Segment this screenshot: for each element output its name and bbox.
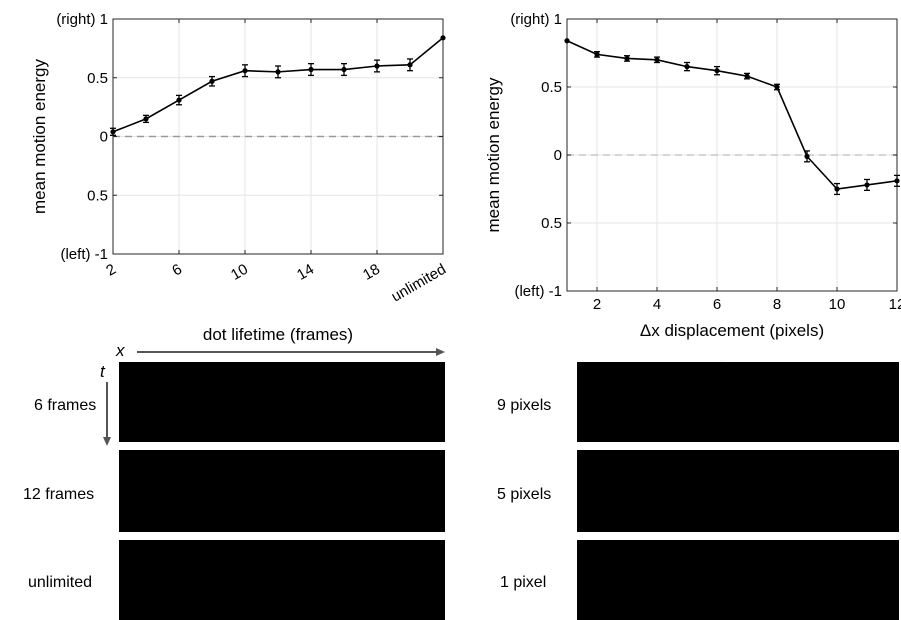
- stimulus-label-unlimited: unlimited: [28, 574, 93, 591]
- x-tick-label: 2: [593, 296, 601, 313]
- data-point: [308, 66, 314, 73]
- data-point: [275, 69, 281, 75]
- data-point: [894, 178, 900, 184]
- data-point: [407, 62, 413, 68]
- x-tick-label: 4: [653, 296, 661, 313]
- x-tick-label: 18: [360, 261, 383, 284]
- y-tick-label: (left) -1: [514, 283, 562, 300]
- x-tick-label: 10: [228, 261, 251, 284]
- chart-1: [110, 18, 446, 255]
- stimulus-panel-6-frames: [119, 362, 445, 442]
- data-point: [242, 68, 248, 74]
- x-tick-label: 12: [889, 296, 901, 313]
- x-tick-label: 10: [829, 296, 846, 313]
- x-axis-label: Δx displacement (pixels): [640, 321, 824, 340]
- y-tick-label: (left) -1: [60, 246, 108, 263]
- data-point: [654, 57, 660, 63]
- x-tick-label: unlimited: [389, 261, 449, 306]
- chart-2: [564, 18, 900, 292]
- y-tick-label: 0.5: [541, 79, 562, 96]
- x-tick-label: 6: [713, 296, 721, 313]
- data-point: [714, 68, 720, 74]
- data-point: [176, 97, 182, 103]
- data-point: [744, 73, 750, 79]
- stimulus-panel-unlimited: [119, 540, 445, 620]
- stimulus-panel-5-pixels: [577, 450, 899, 532]
- stimulus-label-9-pixels: 9 pixels: [497, 397, 552, 414]
- stimulus-label-12-frames: 12 frames: [23, 486, 95, 503]
- data-point: [864, 182, 870, 188]
- data-point: [374, 63, 380, 69]
- data-point: [624, 55, 630, 62]
- data-point: [440, 35, 446, 41]
- stimulus-panel-1-pixel: [577, 540, 899, 620]
- series-line: [566, 40, 898, 190]
- x-axis-label: dot lifetime (frames): [203, 325, 353, 344]
- x-tick-label: 14: [294, 261, 317, 284]
- t-axis-arrowhead: [103, 437, 111, 446]
- y-tick-label: 0: [100, 129, 108, 146]
- data-point: [110, 129, 116, 135]
- stimulus-label-6-frames: 6 frames: [34, 397, 97, 414]
- y-tick-label: 0.5: [87, 187, 108, 204]
- data-point: [209, 78, 215, 84]
- y-tick-label: 0: [554, 147, 562, 164]
- t-axis-letter: t: [100, 362, 105, 381]
- y-tick-label: (right) 1: [510, 11, 562, 28]
- x-axis-letter: x: [116, 341, 125, 360]
- stimulus-panel-12-frames: [119, 450, 445, 532]
- x-tick-label: 6: [169, 261, 185, 280]
- y-tick-label: 0.5: [541, 215, 562, 232]
- stimulus-panel-9-pixels: [577, 362, 899, 442]
- data-point: [774, 84, 780, 90]
- y-tick-label: 0.5: [87, 70, 108, 87]
- y-tick-label: (right) 1: [56, 11, 108, 28]
- data-point: [684, 64, 690, 70]
- y-axis-label: mean motion energy: [30, 59, 49, 214]
- stimulus-label-5-pixels: 5 pixels: [497, 486, 552, 503]
- stimulus-label-1-pixel: 1 pixel: [500, 574, 547, 591]
- data-point: [564, 38, 570, 44]
- x-tick-label: 8: [773, 296, 781, 313]
- data-point: [594, 51, 600, 57]
- x-tick-label: 2: [103, 261, 119, 280]
- y-axis-label: mean motion energy: [484, 77, 503, 232]
- x-axis-arrowhead: [436, 348, 445, 356]
- data-point: [143, 116, 149, 122]
- data-point: [804, 153, 810, 159]
- data-point: [341, 66, 347, 73]
- series-line: [112, 37, 444, 133]
- data-point: [834, 186, 840, 192]
